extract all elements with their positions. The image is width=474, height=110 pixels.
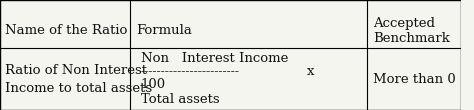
Text: x: x [307, 65, 314, 78]
Text: 100: 100 [141, 78, 166, 91]
Text: More than 0: More than 0 [374, 73, 456, 86]
Text: Formula: Formula [136, 24, 192, 37]
Text: Accepted
Benchmark: Accepted Benchmark [374, 17, 450, 45]
Text: Non   Interest Income: Non Interest Income [141, 52, 288, 65]
Text: Total assets: Total assets [141, 93, 219, 105]
Text: Ratio of Non Interest
Income to total assets: Ratio of Non Interest Income to total as… [5, 64, 152, 95]
Text: Name of the Ratio: Name of the Ratio [5, 24, 127, 37]
Text: ------------------------: ------------------------ [141, 65, 240, 78]
